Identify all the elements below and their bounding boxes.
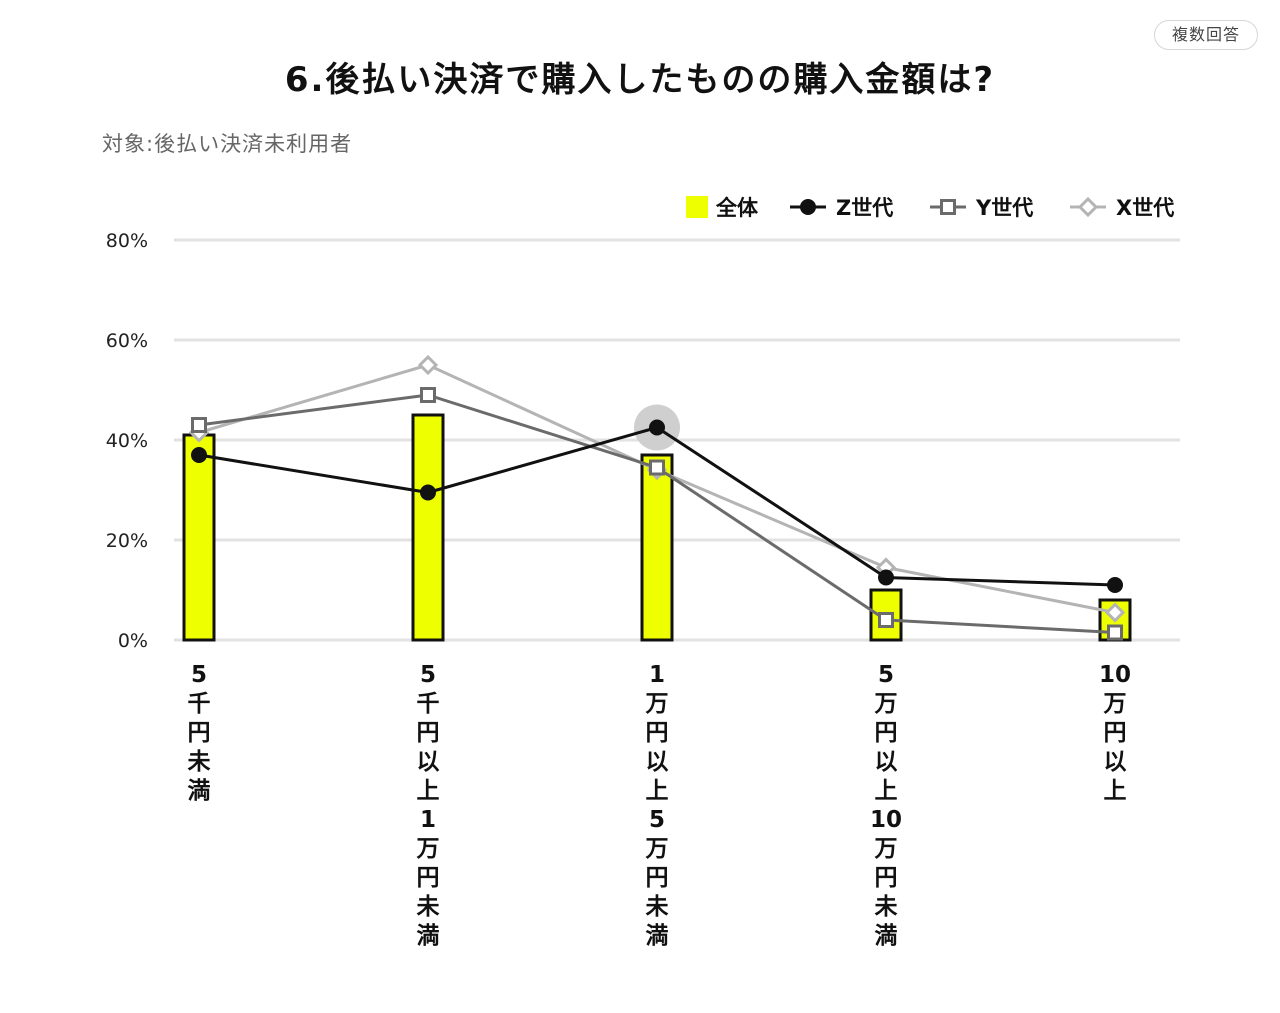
category-char: 円 xyxy=(646,720,669,746)
category-char: 万 xyxy=(646,836,669,862)
category-char: 未 xyxy=(417,894,440,920)
category-char: 円 xyxy=(417,720,440,746)
category-char: 以 xyxy=(417,749,440,775)
category-char: 満 xyxy=(646,923,669,949)
category-char: 円 xyxy=(188,720,211,746)
category-char: 5 xyxy=(649,807,665,833)
category-char: 上 xyxy=(417,778,440,804)
legend-label: Y世代 xyxy=(975,196,1033,220)
category-char: 満 xyxy=(188,778,211,804)
category-char: 5 xyxy=(878,662,894,688)
legend-marker xyxy=(1077,196,1099,218)
point-Y世代 xyxy=(878,612,894,628)
category-char: 1 xyxy=(420,807,436,833)
point-Y世代 xyxy=(191,417,207,433)
category-char: 5 xyxy=(191,662,207,688)
legend-item-Y世代: Y世代 xyxy=(930,196,1033,220)
category-char: 円 xyxy=(646,865,669,891)
category-char: 円 xyxy=(417,865,440,891)
point-Z世代 xyxy=(1107,577,1123,593)
y-tick-label: 60% xyxy=(106,330,148,352)
point-X世代 xyxy=(417,354,439,376)
point-X世代 xyxy=(1104,602,1126,623)
legend-marker xyxy=(940,199,956,215)
chart-title: 6.後払い決済で購入したものの購入金額は? xyxy=(284,60,996,100)
bar-全体 xyxy=(640,453,674,642)
category-char: 万 xyxy=(875,836,898,862)
category-char: 満 xyxy=(875,923,898,949)
category-char: 千 xyxy=(188,691,211,717)
bar-全体 xyxy=(411,413,445,642)
category-char: 未 xyxy=(646,894,669,920)
category-char: 5 xyxy=(420,662,436,688)
y-tick-label: 40% xyxy=(106,430,148,452)
category-char: 未 xyxy=(875,894,898,920)
legend-label: Z世代 xyxy=(836,196,893,220)
y-tick-label: 0% xyxy=(118,630,148,652)
category-char: 10 xyxy=(1099,662,1131,688)
category-char: 円 xyxy=(875,720,898,746)
point-Y世代 xyxy=(420,387,436,403)
line-layer xyxy=(188,354,1126,641)
legend-swatch xyxy=(686,196,708,218)
category-char: 上 xyxy=(646,778,669,804)
category-char: 千 xyxy=(417,691,440,717)
category-char: 上 xyxy=(875,778,898,804)
category-char: 万 xyxy=(875,691,898,717)
bar-全体 xyxy=(182,433,216,642)
legend-item-全体: 全体 xyxy=(686,196,759,220)
category-char: 以 xyxy=(646,749,669,775)
category-char: 以 xyxy=(875,749,898,775)
category-char: 万 xyxy=(1104,691,1127,717)
legend-item-X世代: X世代 xyxy=(1070,196,1174,220)
category-char: 10 xyxy=(870,807,902,833)
category-char: 満 xyxy=(417,923,440,949)
legend-label: X世代 xyxy=(1116,196,1174,220)
y-axis-ticks: 0% 20% 40% 60% 80% xyxy=(106,230,148,652)
category-labels: 5千円未満5千円以上1万円未満1万円以上5万円未満5万円以上10万円未満10万円… xyxy=(188,662,1132,949)
grid-layer xyxy=(174,238,1180,642)
point-Z世代 xyxy=(420,484,436,501)
bar-layer xyxy=(182,413,1132,642)
legend-item-Z世代: Z世代 xyxy=(790,196,893,220)
y-tick-label: 80% xyxy=(106,230,148,252)
chart-subtitle: 対象:後払い決済未利用者 xyxy=(102,132,353,156)
category-char: 1 xyxy=(649,662,665,688)
legend-marker xyxy=(800,199,816,215)
multiple-answer-badge: 複数回答 xyxy=(1154,20,1258,50)
point-Z世代 xyxy=(878,569,894,586)
legend: 全体 Z世代 Y世代 X世代 xyxy=(686,196,1174,220)
category-char: 万 xyxy=(646,691,669,717)
point-Y世代 xyxy=(649,459,665,476)
category-char: 万 xyxy=(417,836,440,862)
category-char: 以 xyxy=(1104,749,1127,775)
y-tick-label: 20% xyxy=(106,530,148,552)
category-char: 円 xyxy=(1104,720,1127,746)
point-Z世代 xyxy=(649,419,665,436)
point-Z世代 xyxy=(191,447,207,463)
category-char: 円 xyxy=(875,865,898,891)
legend-label: 全体 xyxy=(715,196,759,220)
point-Y世代 xyxy=(1107,624,1123,641)
category-char: 未 xyxy=(188,749,211,775)
category-char: 上 xyxy=(1104,778,1127,804)
